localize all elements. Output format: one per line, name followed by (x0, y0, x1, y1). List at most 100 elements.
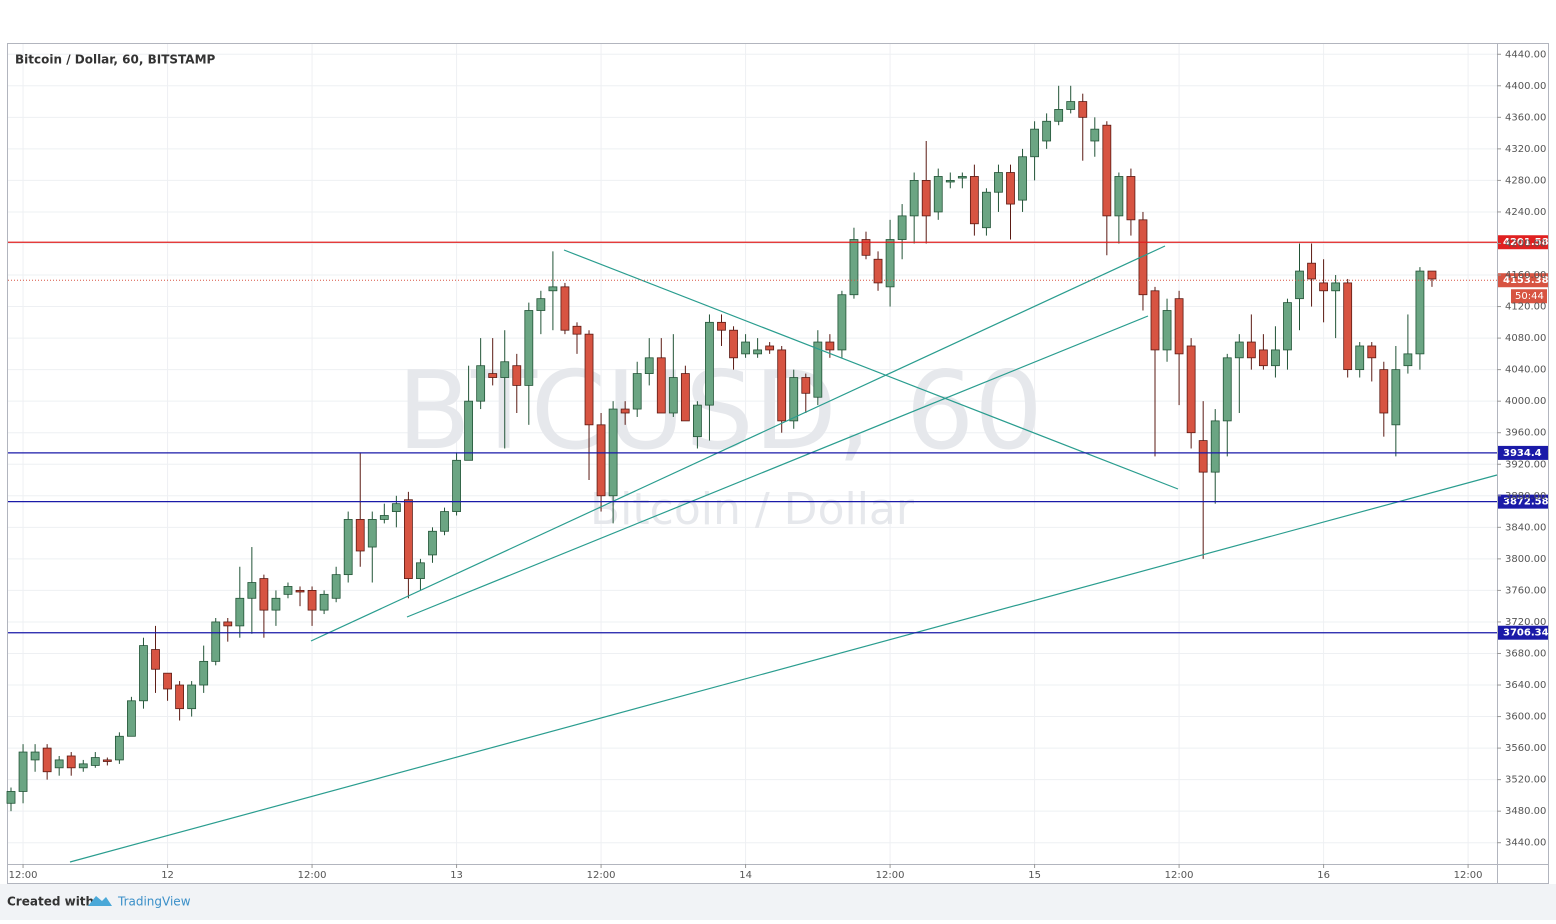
candle-body (1319, 282, 1328, 292)
candle-body (885, 239, 895, 288)
candle-body (656, 357, 666, 414)
candle-body (632, 373, 642, 410)
candle-body (921, 180, 931, 217)
candle-body (957, 176, 967, 179)
candle-body (873, 258, 883, 284)
countdown-bg (1511, 289, 1547, 304)
x-tick-label: 16 (1317, 870, 1330, 881)
candle-body (584, 333, 594, 426)
level-label-bg (1498, 494, 1548, 509)
candle-body (680, 373, 690, 422)
candle-body (211, 621, 221, 662)
y-tick-label: 3840.00 (1505, 522, 1546, 533)
grid (8, 44, 1497, 864)
x-tick-label: 12:00 (587, 870, 616, 881)
y-tick-label: 3680.00 (1505, 648, 1546, 659)
candle-body (440, 511, 449, 532)
candle-body (620, 408, 630, 414)
candle-body (355, 519, 365, 552)
watermark: BTCUSD, 60 (397, 349, 1043, 474)
candle-body (416, 562, 425, 579)
candle-body (1271, 349, 1280, 367)
level-label: 3934.4 (1503, 448, 1542, 459)
candle-body (1186, 345, 1196, 434)
y-tick-label: 4440.00 (1505, 49, 1546, 60)
x-tick-label: 13 (450, 870, 463, 881)
candle-body (1090, 128, 1100, 142)
brand-logo (88, 896, 112, 906)
candle-body (307, 590, 317, 611)
candle-body (524, 310, 534, 386)
candle-body (1355, 345, 1365, 371)
candle-body (1367, 345, 1377, 359)
candle-body (391, 503, 401, 512)
candle-body (295, 590, 305, 593)
candle-body (1307, 262, 1316, 280)
y-tick-label: 4080.00 (1505, 333, 1546, 344)
y-tick-label: 4200.00 (1505, 238, 1546, 249)
trend-lines (69, 245, 1498, 863)
candle-body (765, 345, 775, 351)
y-tick-label: 4000.00 (1505, 396, 1546, 407)
level-label-bg (1498, 445, 1548, 460)
candle-body (705, 321, 714, 406)
y-tick-label: 4320.00 (1505, 144, 1546, 155)
y-tick-label: 4120.00 (1505, 302, 1546, 313)
candle-body (982, 191, 991, 229)
candle-body (367, 519, 377, 548)
footer-text: Created with (7, 895, 94, 909)
y-tick-label: 4240.00 (1505, 207, 1546, 218)
candle-body (42, 747, 52, 773)
candle-body (861, 239, 871, 256)
candle-body (1066, 101, 1076, 110)
candle-body (729, 329, 738, 359)
candle-body (717, 321, 726, 331)
y-tick-label: 3600.00 (1505, 712, 1546, 723)
y-tick-label: 4400.00 (1505, 81, 1546, 92)
x-tick-label: 12:00 (876, 870, 905, 881)
candle-body (6, 791, 16, 804)
candle-body (1258, 349, 1268, 367)
candle-body (777, 349, 787, 422)
y-tick-label: 3720.00 (1505, 617, 1546, 628)
candle-body (127, 700, 136, 737)
candle-body (54, 759, 64, 769)
candle-body (175, 684, 184, 710)
candle-body (1343, 282, 1353, 371)
candle-body (668, 377, 678, 414)
candle-body (271, 597, 281, 611)
candle-body (235, 597, 245, 627)
y-tick-label: 3800.00 (1505, 554, 1546, 565)
candle-body (1246, 341, 1256, 359)
x-tick-label: 12:00 (298, 870, 327, 881)
x-tick-label: 12:00 (1454, 870, 1483, 881)
candle-body (1006, 172, 1015, 205)
chart-title: Bitcoin / Dollar, 60, BITSTAMP (15, 53, 216, 67)
levels: 4201.58 3934.4 3872.58 3706.34 4153.38 50:44 (8, 235, 1549, 640)
candle-body (1403, 353, 1413, 367)
y-tick-label: 3520.00 (1505, 775, 1546, 786)
candle-body (1114, 176, 1124, 217)
countdown-label: 50:44 (1515, 291, 1544, 302)
candle-body (1078, 101, 1088, 118)
candle-body (1030, 128, 1039, 158)
candle-body (331, 574, 341, 599)
candle-body (283, 586, 293, 595)
x-tick-label: 12:00 (1165, 870, 1194, 881)
x-tick-label: 15 (1028, 870, 1041, 881)
y-tick-label: 3960.00 (1505, 428, 1546, 439)
candle-body (1138, 219, 1148, 296)
level-label-bg (1498, 625, 1548, 640)
candle-body (247, 582, 257, 599)
trend-line (69, 474, 1498, 863)
candle-body (994, 172, 1003, 193)
candle-body (163, 672, 172, 690)
candle-body (319, 593, 329, 611)
candle-body (789, 377, 799, 422)
candle-body (18, 751, 28, 792)
candle-body (78, 763, 88, 769)
trend-line (563, 249, 1179, 490)
footer-brand[interactable]: TradingView (117, 895, 191, 909)
trend-line (310, 245, 1166, 642)
